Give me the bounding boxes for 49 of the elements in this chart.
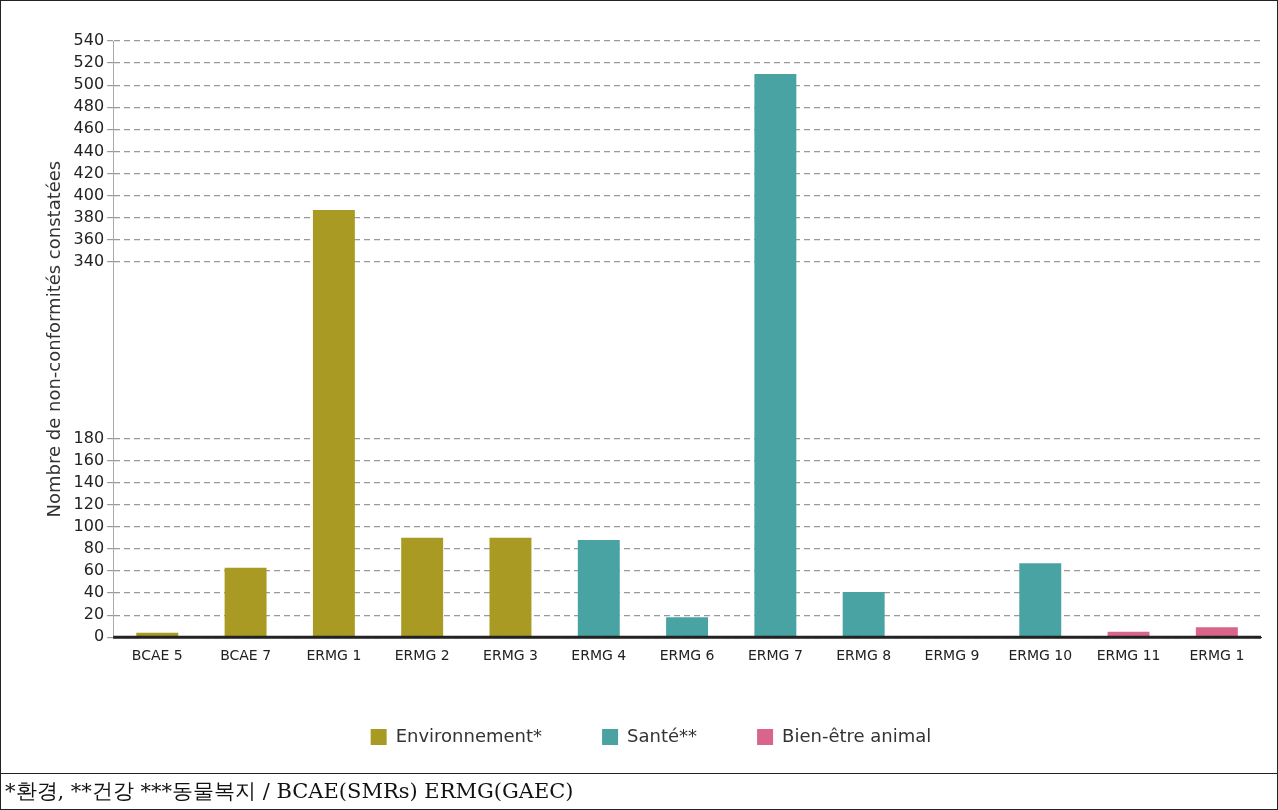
x-tick-label: BCAE 7 — [220, 647, 272, 664]
y-tick-label: 460 — [73, 118, 105, 138]
y-tick-label: 180 — [73, 427, 105, 447]
bar — [1195, 627, 1238, 637]
x-tick-label: ERMG 11 — [1096, 647, 1161, 664]
y-tick-label: 400 — [73, 184, 105, 204]
bar — [489, 537, 532, 637]
y-tick-label: 160 — [73, 449, 105, 469]
y-tick-label: 540 — [73, 30, 105, 50]
bar — [842, 591, 885, 637]
legend-label: Environnement* — [395, 724, 543, 746]
x-tick-label: ERMG 2 — [394, 647, 450, 664]
y-tick-label: 0 — [93, 626, 105, 646]
y-tick-label: 360 — [73, 228, 105, 248]
y-tick-label: 20 — [83, 604, 105, 624]
y-tick-label: 440 — [73, 140, 105, 160]
y-tick-label: 500 — [73, 74, 105, 94]
x-tick-label: BCAE 5 — [131, 647, 183, 664]
bar — [666, 617, 709, 637]
x-tick-label: ERMG 4 — [571, 647, 627, 664]
x-tick-label: ERMG 8 — [836, 647, 892, 664]
y-tick-label: 420 — [73, 162, 105, 182]
x-tick-label: ERMG 3 — [483, 647, 538, 664]
x-tick-label: ERMG 7 — [747, 647, 803, 664]
text: *환경, **건강 ***동물복지 / BCAE(SMRs) ERMG(GAEC) — [5, 778, 574, 805]
y-tick-label: 60 — [83, 560, 105, 580]
legend-label: Santé** — [627, 724, 698, 746]
y-tick-label: 80 — [83, 538, 105, 558]
y-tick-label: 140 — [73, 471, 105, 491]
y-tick-label: 120 — [73, 493, 105, 513]
legend-label: Bien-être animal — [782, 724, 932, 746]
y-tick-label: 40 — [83, 582, 105, 602]
y-axis-title: Nombre de non-conformités constatées — [43, 160, 65, 518]
y-tick-label: 520 — [73, 52, 105, 72]
x-tick-label: ERMG 1 — [306, 647, 362, 664]
y-tick-label: 100 — [73, 515, 105, 535]
bar — [1019, 563, 1062, 637]
x-tick-label: ERMG 6 — [659, 647, 715, 664]
bar — [577, 540, 620, 637]
bar — [754, 74, 797, 637]
x-tick-label: ERMG 1 — [1189, 647, 1245, 664]
x-tick-label: ERMG 10 — [1008, 647, 1073, 664]
bar — [312, 209, 355, 637]
bar — [224, 567, 267, 637]
y-tick-label: 380 — [73, 206, 105, 226]
bar — [401, 537, 444, 637]
y-tick-label: 340 — [73, 250, 105, 270]
y-tick-label: 480 — [73, 96, 105, 116]
x-tick-label: ERMG 9 — [924, 647, 980, 664]
